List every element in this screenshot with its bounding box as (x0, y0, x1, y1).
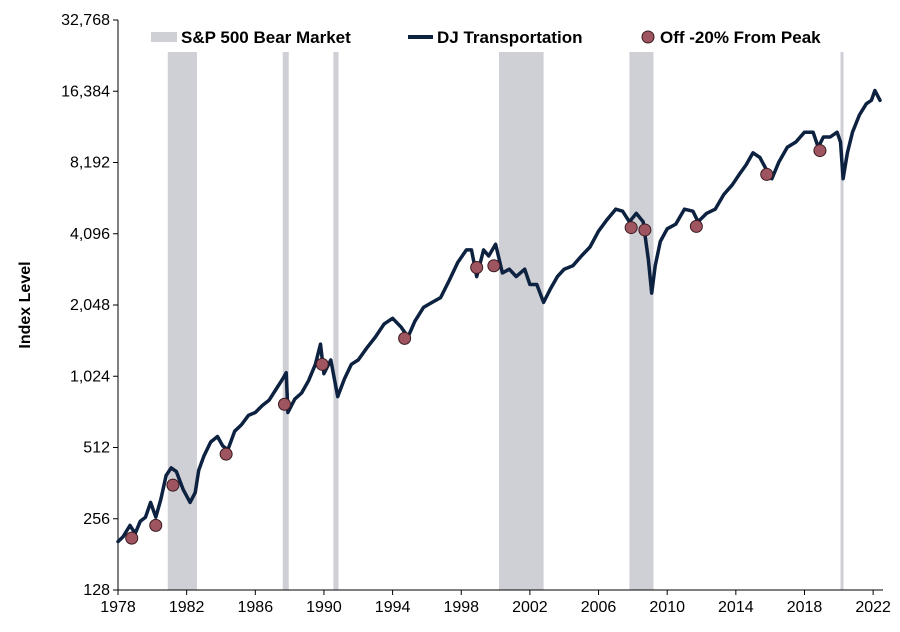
legend-marker-swatch (641, 30, 655, 44)
x-tick-label: 2014 (718, 599, 754, 616)
x-tick-label: 1982 (169, 599, 205, 616)
off-20-from-peak-marker (315, 357, 329, 371)
bear-market-bands (167, 52, 844, 590)
legend-label-dj-transportation: DJ Transportation (437, 28, 582, 47)
bear-market-band (629, 52, 654, 590)
y-tick-label: 512 (83, 440, 110, 457)
x-tick-label: 1990 (306, 599, 342, 616)
off-20-from-peak-marker (149, 518, 163, 532)
y-ticks: 128 256 512 1,024 2,048 4,096 8,192 16,384 32,76… (61, 12, 118, 599)
off-20-from-peak-marker (487, 259, 501, 273)
series-layer (116, 88, 882, 544)
dj-transportation-line (116, 88, 882, 544)
x-ticks: 1978 1982 1986 1990 1994 1998 2002 2006 2010 2014… (100, 590, 891, 616)
bear-market-band (333, 52, 339, 590)
x-tick-label: 2022 (855, 599, 891, 616)
off-20-from-peak-marker (689, 219, 703, 233)
y-tick-label: 32,768 (61, 12, 110, 29)
off-20-from-peak-marker (624, 221, 638, 235)
off-20-from-peak-marker (470, 260, 484, 274)
bear-market-band (840, 52, 844, 590)
y-tick-label: 16,384 (61, 83, 110, 100)
legend-band-swatch (151, 32, 177, 42)
x-tick-label: 1998 (443, 599, 479, 616)
off-20-from-peak-marker (398, 331, 412, 345)
markers-layer (125, 144, 827, 545)
x-tick-label: 2006 (581, 599, 617, 616)
legend-label-bear-market: S&P 500 Bear Market (181, 28, 351, 47)
legend-label-off-20-from-peak: Off -20% From Peak (660, 28, 821, 47)
off-20-from-peak-marker (219, 447, 233, 461)
off-20-from-peak-marker (638, 223, 652, 237)
legend: S&P 500 Bear Market DJ Transportation Of… (151, 28, 821, 47)
x-tick-label: 2010 (649, 599, 685, 616)
y-tick-label: 4,096 (70, 226, 110, 243)
off-20-from-peak-marker (813, 144, 827, 158)
x-tick-label: 2018 (787, 599, 823, 616)
bear-market-band (499, 52, 544, 590)
off-20-from-peak-marker (166, 478, 180, 492)
y-axis-title: Index Level (17, 261, 34, 348)
x-tick-label: 2002 (512, 599, 548, 616)
y-tick-label: 1,024 (70, 368, 110, 385)
bear-market-band (167, 52, 197, 590)
y-tick-label: 256 (83, 511, 110, 528)
y-tick-label: 128 (83, 582, 110, 599)
off-20-from-peak-marker (125, 531, 139, 545)
bear-market-band (282, 52, 289, 590)
off-20-from-peak-marker (277, 397, 291, 411)
x-tick-label: 1986 (238, 599, 274, 616)
x-tick-label: 1978 (100, 599, 136, 616)
y-tick-label: 2,048 (70, 297, 110, 314)
y-tick-label: 8,192 (70, 155, 110, 172)
off-20-from-peak-marker (760, 167, 774, 181)
x-tick-label: 1994 (375, 599, 411, 616)
